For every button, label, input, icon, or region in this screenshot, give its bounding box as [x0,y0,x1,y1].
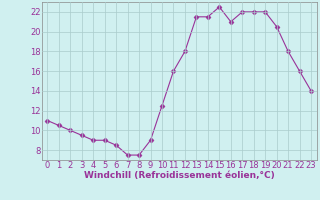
X-axis label: Windchill (Refroidissement éolien,°C): Windchill (Refroidissement éolien,°C) [84,171,275,180]
